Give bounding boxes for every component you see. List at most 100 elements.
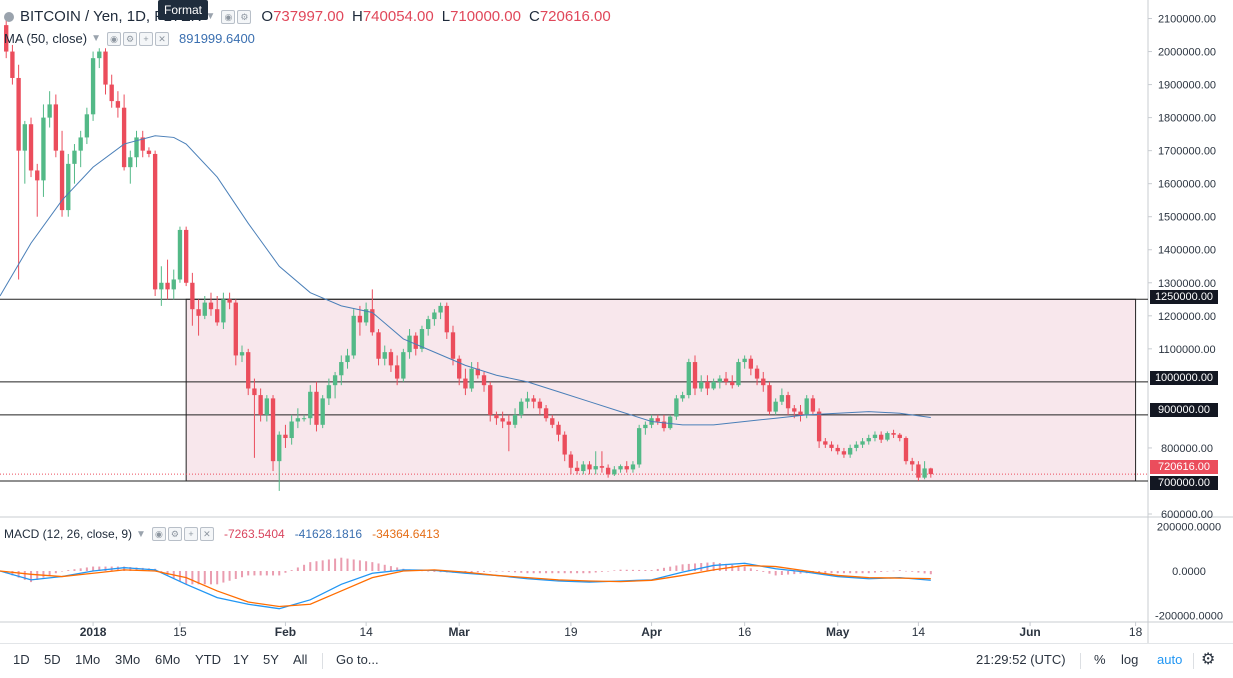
candle-body	[519, 401, 524, 415]
candle-body	[345, 355, 350, 363]
auto-toggle[interactable]: auto	[1157, 652, 1183, 667]
macd-histogram-bar	[79, 568, 82, 571]
macd-histogram-bar	[296, 567, 299, 571]
candle-body	[332, 375, 338, 386]
close-icon[interactable]: ✕	[155, 31, 169, 46]
range-1mo[interactable]: 1Mo	[75, 652, 101, 667]
time-axis-label: Apr	[641, 625, 662, 639]
candle-body	[792, 408, 797, 412]
percent-toggle[interactable]: %	[1094, 652, 1106, 667]
candle-body	[450, 332, 456, 359]
macd-histogram-bar	[352, 559, 355, 571]
plus-icon[interactable]: +	[139, 31, 153, 46]
settings-icon[interactable]: ⚙	[237, 9, 252, 24]
gear-icon[interactable]: ⚙	[1201, 651, 1216, 668]
macd-histogram-bar	[917, 571, 920, 573]
settings-icon[interactable]: ⚙	[123, 31, 137, 46]
range-5d[interactable]: 5D	[44, 652, 61, 667]
range-all[interactable]: All	[293, 652, 308, 667]
candle-body	[537, 401, 543, 409]
candle-body	[463, 378, 468, 389]
macd-histogram-bar	[551, 571, 554, 574]
candle-body	[10, 51, 15, 78]
macd-histogram-bar	[768, 571, 771, 574]
chevron-down-icon[interactable]: ▼	[136, 528, 146, 540]
eye-icon[interactable]: ◉	[107, 31, 121, 46]
macd-histogram-bar	[30, 571, 33, 583]
macd-histogram-bar	[898, 570, 901, 571]
macd-histogram-bar	[92, 566, 95, 571]
candle-body	[159, 282, 164, 290]
chevron-down-icon[interactable]: ▼	[91, 33, 101, 44]
macd-histogram-bar	[588, 571, 591, 574]
candle-body	[84, 114, 90, 138]
macd-histogram-bar	[365, 561, 368, 571]
goto-button[interactable]: Go to...	[336, 652, 379, 667]
symbol-circle-icon	[4, 11, 14, 22]
candle-body	[326, 385, 332, 399]
format-tooltip: Format	[158, 0, 209, 20]
symbol-title[interactable]: BITCOIN / Yen	[20, 8, 119, 25]
candle-body	[878, 434, 884, 440]
macd-histogram-bar	[675, 565, 678, 571]
ma-label[interactable]: MA (50, close)	[4, 31, 88, 46]
candle-body	[432, 312, 437, 320]
chart-canvas[interactable]: 2100000.00 2000000.00 1900000.00 1800000.00…	[0, 0, 1233, 643]
macd-histogram-bar	[166, 571, 169, 575]
candle-body	[562, 434, 567, 455]
plus-icon[interactable]: +	[183, 527, 198, 541]
macd-histogram-value: -7263.5404	[223, 527, 285, 541]
candle-body	[388, 352, 394, 366]
price-axis-label: 1200000.00	[1158, 311, 1216, 323]
range-1y[interactable]: 1Y	[233, 652, 249, 667]
macd-histogram-bar	[209, 571, 212, 585]
macd-histogram-bar	[265, 571, 268, 576]
candle-body	[283, 434, 288, 439]
clock-display[interactable]: 21:29:52 (UTC)	[976, 652, 1066, 667]
macd-histogram-bar	[160, 571, 163, 572]
candle-body	[382, 352, 387, 359]
candle-body	[829, 444, 834, 448]
macd-histogram-bar	[476, 571, 479, 573]
candle-body	[475, 368, 480, 376]
macd-histogram-bar	[427, 571, 430, 572]
range-1d[interactable]: 1D	[13, 652, 30, 667]
candle-body	[264, 398, 270, 415]
range-5y[interactable]: 5Y	[263, 652, 279, 667]
candle-body	[419, 329, 425, 349]
candle-body	[730, 381, 735, 386]
range-3mo[interactable]: 3Mo	[115, 652, 141, 667]
macd-histogram-bar	[377, 563, 380, 571]
settings-icon[interactable]: ⚙	[167, 527, 182, 541]
candle-body	[668, 416, 673, 429]
eye-icon[interactable]: ◉	[151, 527, 166, 541]
candle-body	[624, 466, 629, 470]
candle-body	[202, 302, 207, 316]
macd-histogram-bar	[700, 563, 703, 571]
price-axis-label: 1700000.00	[1158, 146, 1216, 158]
macd-histogram-bar	[23, 571, 26, 580]
macd-histogram-bar	[247, 571, 250, 576]
candle-body	[692, 362, 698, 389]
macd-histogram-bar	[526, 571, 529, 574]
candle-body	[376, 332, 381, 359]
macd-label[interactable]: MACD (12, 26, close, 9)	[4, 527, 133, 541]
candle-body	[35, 170, 40, 181]
log-toggle[interactable]: log	[1121, 652, 1139, 667]
candle-body	[4, 25, 9, 52]
macd-signal-line	[0, 564, 931, 608]
candle-body	[128, 157, 133, 168]
range-6mo[interactable]: 6Mo	[155, 652, 181, 667]
chevron-down-icon[interactable]: ▼	[205, 11, 216, 22]
high-value: 740054.00	[362, 8, 434, 25]
macd-histogram-bar	[104, 566, 107, 571]
interval-label[interactable]: 1D	[126, 8, 146, 25]
price-axis-label: 1300000.00	[1158, 278, 1216, 290]
eye-icon[interactable]: ◉	[221, 9, 236, 24]
candle-body	[252, 388, 257, 396]
range-ytd[interactable]: YTD	[195, 652, 221, 667]
macd-histogram-bar	[625, 569, 628, 571]
macd-histogram-bar	[284, 571, 287, 573]
time-axis-label: 18	[1129, 625, 1143, 639]
close-icon[interactable]: ✕	[199, 527, 214, 541]
